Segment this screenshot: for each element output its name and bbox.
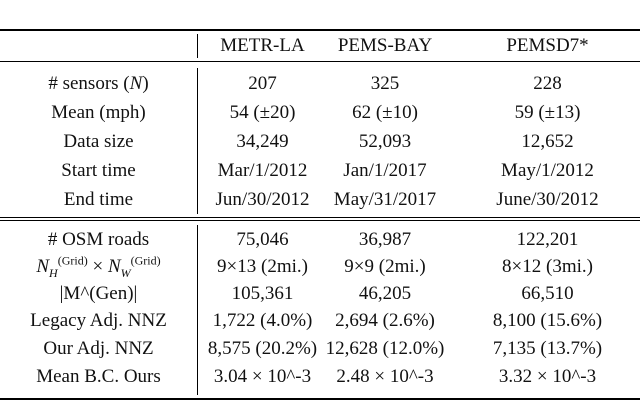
column-divider: [197, 34, 198, 58]
table-row: Our Adj. NNZ 8,575 (20.2%) 12,628 (12.0%) 7…: [0, 336, 640, 362]
table-cell: Jan/1/2017: [343, 160, 427, 181]
column-header: PEMS-BAY: [337, 35, 433, 56]
table-row: NH(Grid) × NW(Grid) 9×13 (2mi.) 9×9 (2mi.)…: [0, 254, 640, 280]
table-row: End time Jun/30/2012 May/31/2017 June/30/20…: [0, 187, 640, 213]
table-cell: 1,722 (4.0%): [212, 310, 313, 331]
table-cell: 3.32 × 10^-3: [498, 366, 597, 387]
table-cell: 105,361: [231, 283, 294, 304]
table-cell: 9×9 (2mi.): [344, 256, 426, 277]
table-row: # OSM roads 75,046 36,987 122,201: [0, 227, 640, 253]
row-label: # OSM roads: [47, 229, 150, 250]
table-cell: 59 (±13): [514, 102, 581, 123]
table-cell: 2.48 × 10^-3: [336, 366, 434, 387]
bottom-rule: [0, 398, 640, 400]
table-cell: 2,694 (2.6%): [335, 310, 435, 331]
row-label: # sensors (N): [48, 73, 149, 94]
table-cell: 12,628 (12.0%): [325, 338, 445, 359]
table-cell: 8×12 (3mi.): [502, 256, 593, 277]
table-row: # sensors (N) 207 325 228: [0, 71, 640, 97]
table-cell: 12,652: [521, 131, 574, 152]
table-cell: 325: [370, 73, 400, 94]
header-row: METR-LA PEMS-BAY PEMSD7*: [0, 33, 640, 59]
row-label: Our Adj. NNZ: [43, 338, 154, 359]
table-cell: Mar/1/2012: [217, 160, 308, 181]
row-label: Data size: [63, 131, 134, 152]
table-row: Mean (mph) 54 (±20) 62 (±10) 59 (±13): [0, 100, 640, 126]
mid-rule-b: [0, 220, 640, 221]
row-label: Start time: [61, 160, 136, 181]
table-cell: 62 (±10): [352, 102, 418, 123]
table-row: Start time Mar/1/2012 Jan/1/2017 May/1/2012: [0, 158, 640, 184]
table-cell: 46,205: [358, 283, 412, 304]
table-cell: 7,135 (13.7%): [492, 338, 603, 359]
table-cell: Jun/30/2012: [215, 189, 310, 210]
row-label: Mean B.C. Ours: [36, 366, 161, 387]
top-rule: [0, 29, 640, 31]
column-divider: [197, 68, 198, 214]
table-cell: 3.04 × 10^-3: [213, 366, 312, 387]
table-cell: June/30/2012: [496, 189, 599, 210]
table-cell: May/31/2017: [333, 189, 437, 210]
table-cell: 8,575 (20.2%): [207, 338, 318, 359]
table-cell: 207: [248, 73, 277, 94]
table-row: |M^(Gen)| 105,361 46,205 66,510: [0, 281, 640, 307]
column-header: PEMSD7*: [506, 35, 589, 56]
column-header: METR-LA: [220, 35, 305, 56]
table-cell: May/1/2012: [501, 160, 594, 181]
table-cell: 8,100 (15.6%): [492, 310, 603, 331]
row-label: NH(Grid) × NW(Grid): [36, 253, 161, 280]
table-row: Legacy Adj. NNZ 1,722 (4.0%) 2,694 (2.6%) 8…: [0, 308, 640, 334]
table-cell: 36,987: [358, 229, 412, 250]
table-cell: 122,201: [516, 229, 579, 250]
table-row: Mean B.C. Ours 3.04 × 10^-3 2.48 × 10^-3 3.…: [0, 364, 640, 390]
table-row: Data size 34,249 52,093 12,652: [0, 129, 640, 155]
table-cell: 66,510: [521, 283, 574, 304]
row-label: |M^(Gen)|: [59, 283, 138, 304]
row-label: End time: [63, 189, 134, 210]
table-cell: 52,093: [358, 131, 412, 152]
table-cell: 75,046: [236, 229, 289, 250]
table-cell: 9×13 (2mi.): [217, 256, 308, 277]
row-label: Mean (mph): [51, 102, 146, 123]
column-divider: [197, 225, 198, 395]
mid-rule-a: [0, 217, 640, 218]
row-label: Legacy Adj. NNZ: [30, 310, 167, 331]
table-cell: 228: [533, 73, 562, 94]
header-rule: [0, 61, 640, 62]
table-cell: 54 (±20): [229, 102, 296, 123]
table-cell: 34,249: [236, 131, 289, 152]
